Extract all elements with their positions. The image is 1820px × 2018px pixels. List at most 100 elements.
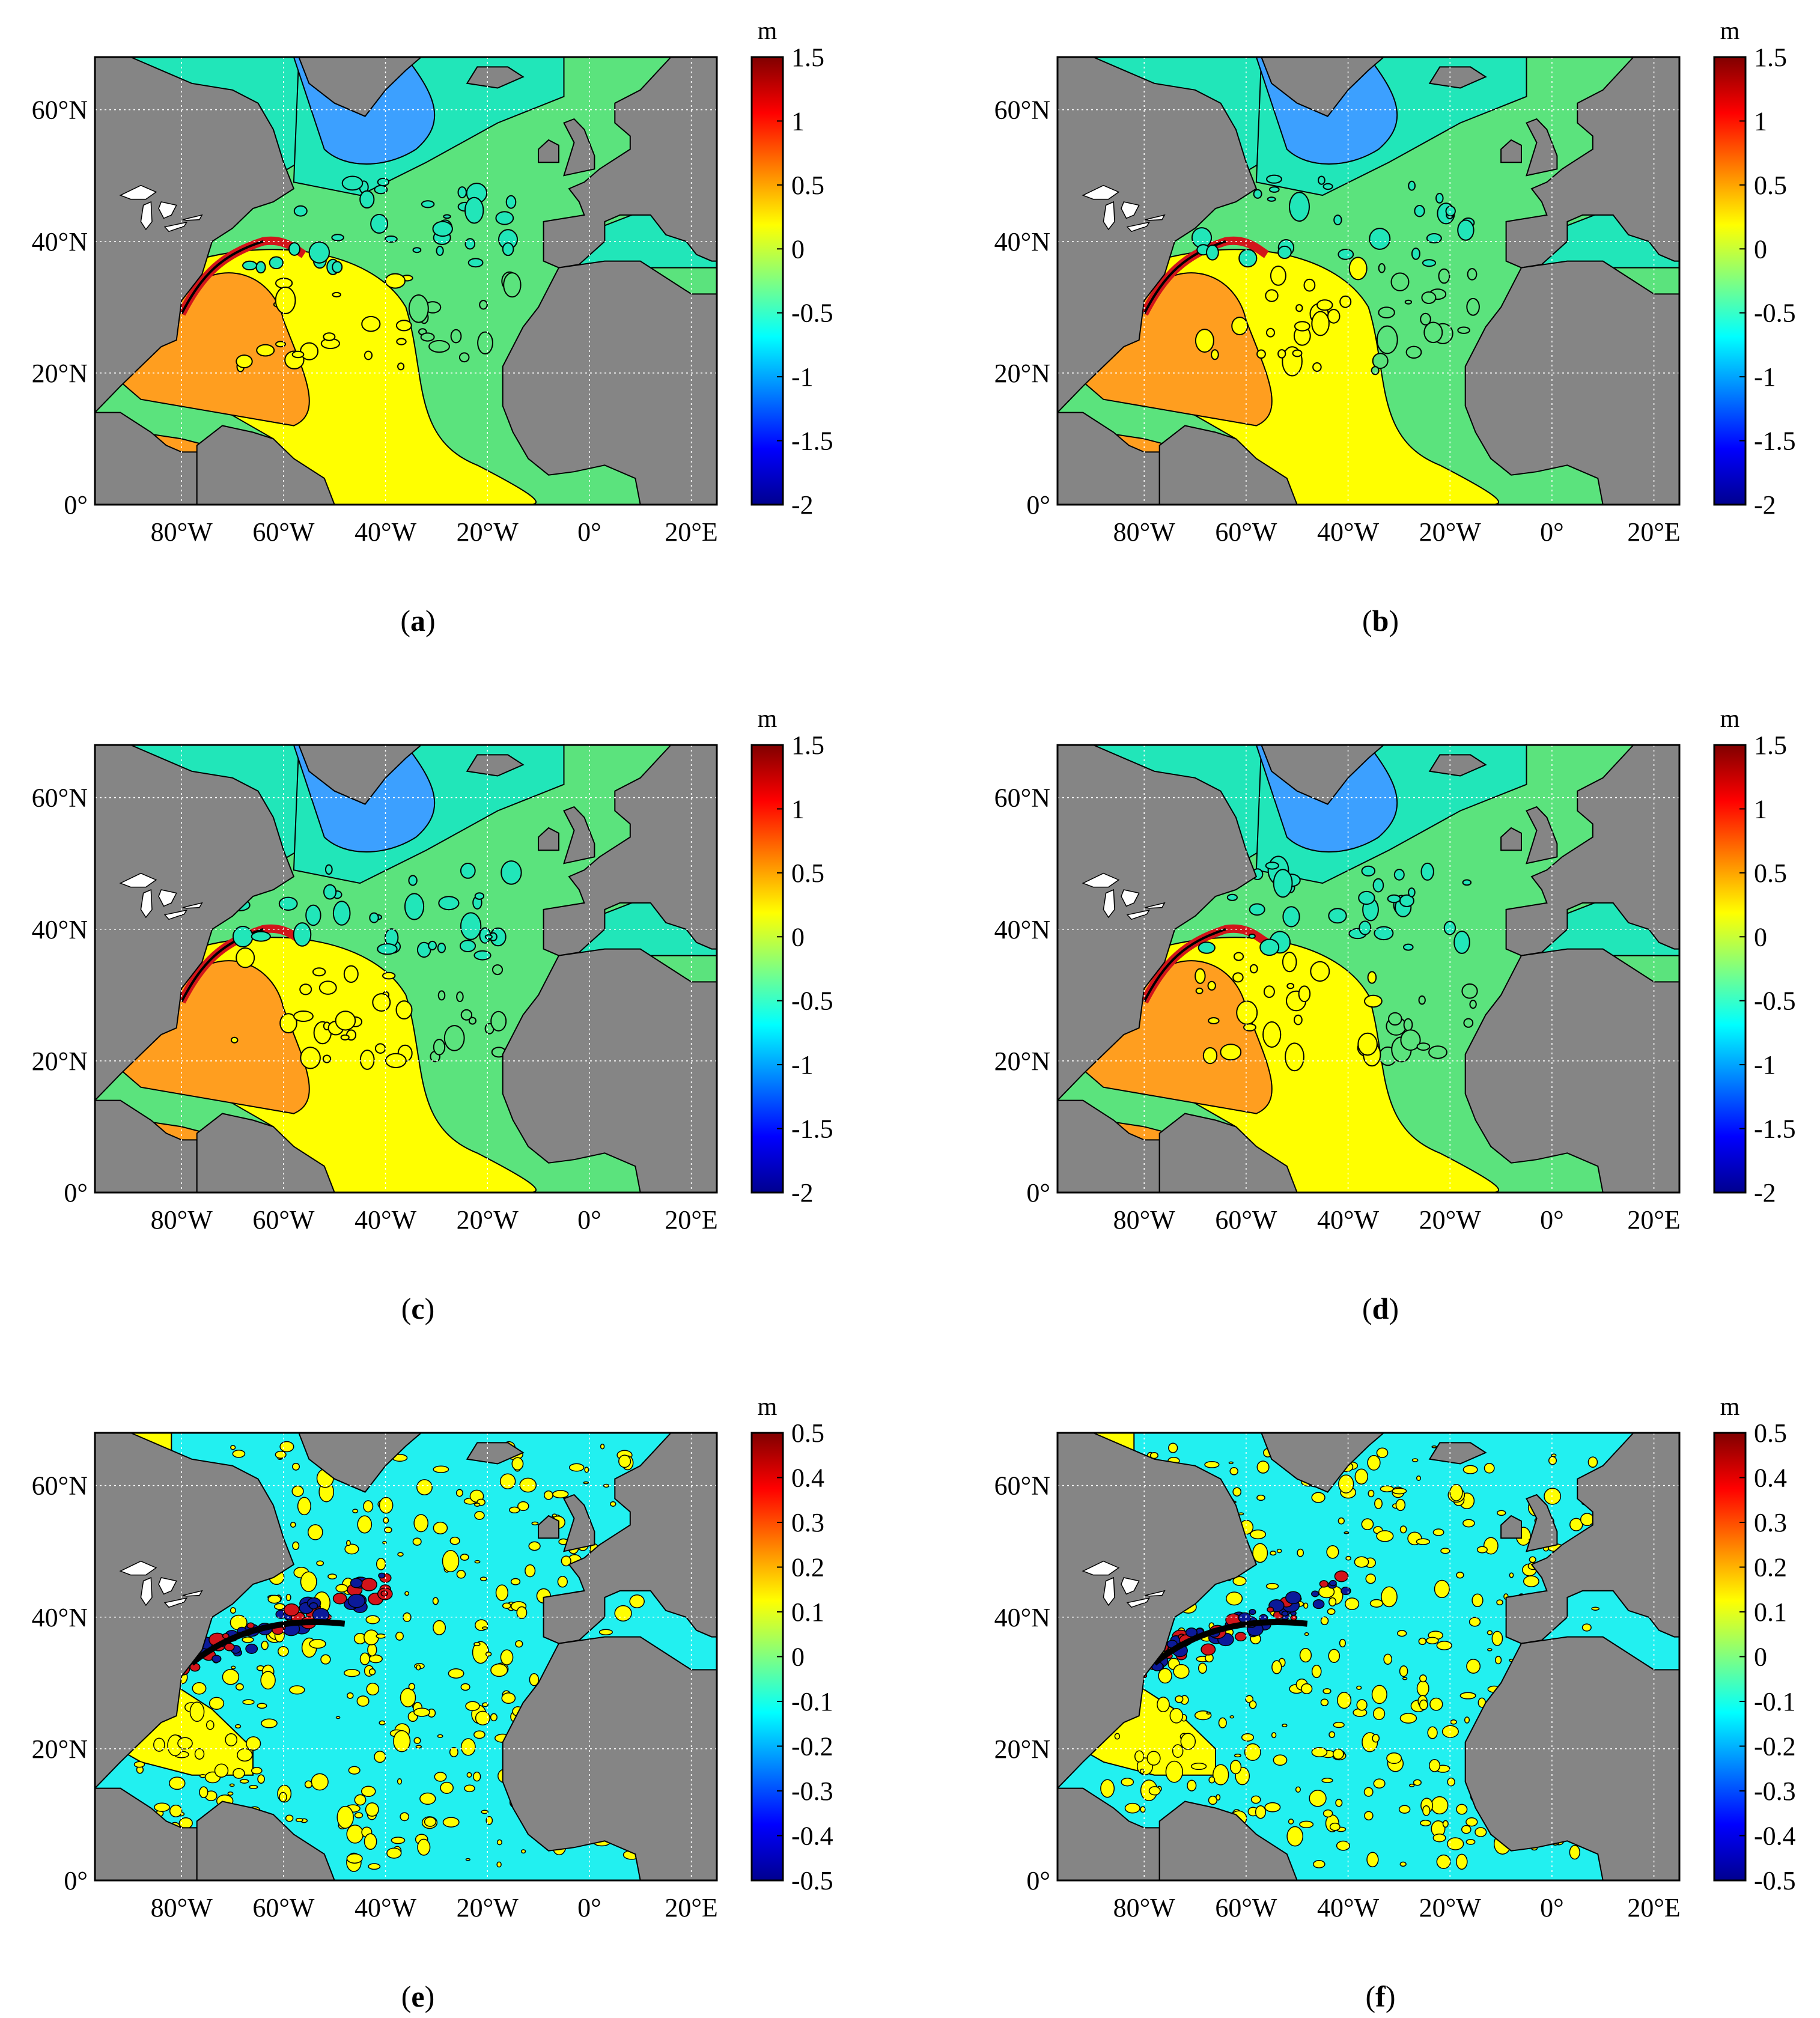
colorbar-tick-label: -1.5 (1754, 1114, 1796, 1144)
colorbar-tick-label: -0.1 (1754, 1687, 1796, 1716)
x-tick-label: 20°E (1627, 517, 1680, 547)
colorbar-tick-label: -1.5 (791, 427, 833, 456)
x-tick-label: 20°W (457, 1205, 519, 1235)
land (1500, 827, 1522, 851)
colorbar-tick-label: -1.5 (1754, 427, 1796, 456)
land (1526, 1494, 1558, 1552)
x-tick-label: 80°W (151, 1893, 213, 1922)
colorbar: m 0.5 0.4 0.3 0.2 0.1 0 -0.1 -0.2 -0.3 -0.4 -0.5 (750, 1393, 833, 1895)
land (1158, 425, 1298, 505)
panel-e: 80°W 60°W 40°W 20°W 0° 20°E 0° 20°N 40°N 60°N m 0.5… (32, 1393, 833, 2013)
map-frame (94, 744, 718, 1194)
lake (1145, 1590, 1166, 1597)
land (95, 57, 295, 414)
land (196, 1113, 335, 1193)
colorbar-tick-label: 0 (1754, 234, 1767, 264)
land (1428, 1442, 1487, 1465)
x-tick-label: 80°W (151, 1205, 213, 1235)
colorbar-tick-label: 0.1 (1754, 1597, 1787, 1627)
y-tick-label: 0° (1026, 490, 1050, 520)
colorbar-tick-label: 0.3 (1754, 1508, 1787, 1537)
colorbar: m 1.5 1 0.5 0 -0.5 -1 -1.5 -2 (1713, 705, 1796, 1208)
land (538, 827, 559, 851)
land (563, 806, 595, 865)
land (538, 1515, 559, 1539)
colorbar-tick-label: 1.5 (791, 43, 824, 72)
x-tick-label: 0° (1540, 517, 1564, 547)
y-tick-label: 0° (64, 1866, 88, 1895)
lake (1103, 201, 1115, 231)
colorbar-tick-label: -0.5 (1754, 986, 1796, 1016)
map-frame (1056, 1432, 1681, 1882)
colorbar-tick-label: 0.5 (1754, 859, 1787, 888)
lake (158, 889, 177, 907)
x-tick-label: 20°W (1419, 517, 1482, 547)
land (1058, 1433, 1258, 1790)
colorbar-tick-label: 0.5 (1754, 1418, 1787, 1448)
colorbar-tick-label: -0.2 (1754, 1732, 1796, 1761)
colorbar-tick-label: 1 (791, 794, 805, 824)
y-tick-label: 40°N (994, 915, 1050, 944)
colorbar-tick-label: -2 (1754, 1178, 1776, 1208)
y-tick-label: 0° (64, 490, 88, 520)
colorbar-tick-label: -0.5 (1754, 299, 1796, 328)
colorbar-tick-label: -2 (791, 1178, 814, 1208)
colorbar-unit: m (1720, 1393, 1740, 1421)
x-tick-label: 40°W (355, 1205, 417, 1235)
colorbar-tick-label: -0.5 (791, 299, 833, 328)
lake (182, 214, 203, 221)
land (1500, 1515, 1522, 1539)
y-tick-label: 60°N (32, 783, 88, 813)
lake (1145, 214, 1166, 221)
land (298, 57, 422, 117)
lake (1082, 872, 1120, 888)
land (1428, 66, 1487, 89)
lake (1103, 1576, 1115, 1606)
y-tick-label: 60°N (32, 96, 88, 125)
colorbar-tick-label: 1 (1754, 106, 1767, 136)
land (1464, 1636, 1679, 1880)
x-tick-label: 0° (577, 1205, 601, 1235)
colorbar-tick-label: 0 (791, 1643, 805, 1672)
colorbar-tick-label: 0 (1754, 922, 1767, 952)
land (1464, 260, 1679, 505)
land (502, 948, 717, 1193)
x-tick-label: 60°W (1215, 517, 1277, 547)
land (1058, 57, 1258, 414)
lake (158, 1577, 177, 1595)
map-area (1058, 1433, 1679, 1880)
colorbar-tick-label: 0.1 (791, 1597, 824, 1627)
land (1261, 745, 1385, 805)
colorbar-tick-label: 0.5 (1754, 171, 1787, 200)
colorbar-tick-label: 0 (791, 234, 805, 264)
panel-caption: (a) (400, 604, 435, 637)
lake (119, 184, 157, 200)
lake (1121, 889, 1140, 907)
y-tick-label: 0° (64, 1178, 88, 1208)
colorbar-tick-label: 0.4 (791, 1463, 824, 1493)
colorbar: m 1.5 1 0.5 0 -0.5 -1 -1.5 -2 (750, 705, 833, 1208)
colorbar-unit: m (758, 1393, 778, 1421)
colorbar-tick-label: -1 (791, 1050, 814, 1080)
panel-caption: (d) (1362, 1292, 1399, 1325)
x-tick-label: 40°W (355, 1893, 417, 1922)
colorbar: m 1.5 1 0.5 0 -0.5 -1 -1.5 -2 (750, 17, 833, 520)
x-tick-label: 0° (577, 517, 601, 547)
map-area (95, 745, 717, 1193)
x-tick-label: 40°W (1317, 1205, 1380, 1235)
land (196, 425, 335, 505)
land (1526, 118, 1558, 177)
panel-b: 80°W 60°W 40°W 20°W 0° 20°E 0° 20°N 40°N 60°N m 1.5… (994, 17, 1796, 637)
colorbar-unit: m (1720, 17, 1740, 45)
land (1261, 57, 1385, 117)
x-tick-label: 40°W (355, 517, 417, 547)
colorbar-tick-label: 1.5 (791, 731, 824, 760)
colorbar-tick-label: -1 (1754, 1050, 1776, 1080)
land (95, 1433, 295, 1790)
x-tick-label: 60°W (1215, 1205, 1277, 1235)
map-area (1058, 57, 1679, 505)
x-tick-label: 20°W (457, 1893, 519, 1922)
land (1500, 139, 1522, 163)
colorbar-tick-label: 0.2 (1754, 1553, 1787, 1582)
lake (1121, 201, 1140, 219)
